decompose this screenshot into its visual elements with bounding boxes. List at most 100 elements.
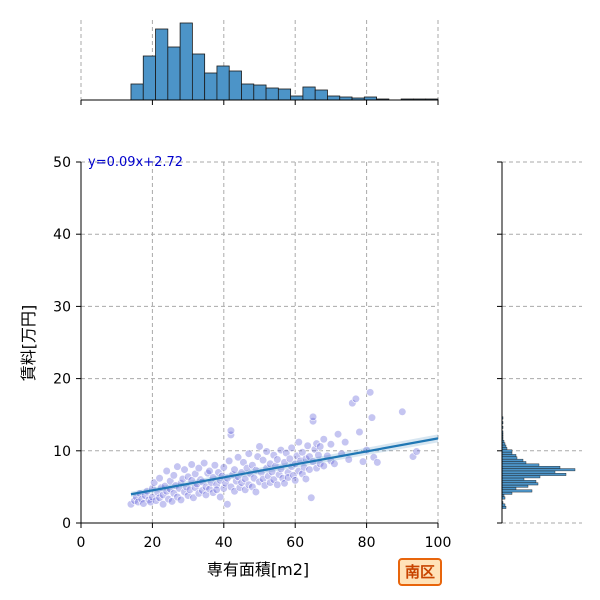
scatter-point [285, 454, 294, 463]
x-tick-label: 60 [286, 535, 304, 551]
scatter-point [412, 447, 421, 456]
y-axis-label: 賃料[万円] [19, 305, 38, 382]
y-tick-label: 40 [53, 227, 71, 243]
scatter-point [283, 473, 293, 482]
regression-line [130, 437, 439, 496]
right-marginal-histogram [497, 161, 582, 524]
y-histogram-bar [501, 465, 561, 469]
scatter-point [294, 438, 303, 447]
x-tick-label: 40 [215, 535, 233, 551]
scatter-point [235, 483, 244, 492]
y-histogram-bar [501, 451, 513, 455]
y-histogram-bar [501, 463, 540, 467]
regression-layer [130, 434, 439, 497]
scatter-point [287, 443, 296, 453]
x-histogram-bar [314, 89, 328, 101]
x-tick-label: 100 [425, 535, 452, 551]
x-histogram-bar [290, 95, 304, 101]
x-histogram-bar [253, 84, 267, 101]
scatter-point [262, 447, 271, 456]
top-marginal-histogram [80, 20, 439, 105]
y-histogram-bar [501, 487, 517, 490]
scatter-point [225, 456, 234, 466]
x-tick-label: 20 [143, 535, 161, 551]
scatter-point [226, 426, 236, 435]
y-histogram-bar [501, 447, 508, 450]
x-histogram-bar [167, 46, 181, 101]
scatter-point [266, 459, 275, 468]
scatter-point [326, 440, 336, 449]
scatter-point [341, 438, 350, 447]
scatter-point [351, 394, 360, 403]
scatter-point [303, 441, 312, 450]
y-tick-label: 30 [53, 299, 71, 315]
y-tick-label: 20 [53, 372, 71, 388]
scatter-point [216, 492, 225, 502]
scatter-point [185, 485, 194, 494]
x-histogram-bar [155, 28, 169, 101]
scatter-point [316, 442, 325, 451]
x-histogram-bar [228, 70, 242, 101]
scatter-point [319, 461, 328, 471]
y-histogram-bar [501, 458, 524, 462]
y-histogram-bar [501, 480, 537, 483]
scatter-point [333, 430, 343, 439]
scatter-point [358, 457, 368, 466]
y-histogram-bar [501, 449, 513, 453]
x-histogram-bar [241, 83, 255, 101]
y-histogram-bar [501, 461, 527, 465]
scatter-point [366, 388, 375, 397]
scatter-point [155, 474, 164, 483]
scatter-point [273, 480, 282, 489]
y-tick-label: 0 [62, 516, 71, 532]
scatter-point [210, 461, 219, 470]
scatter-point [187, 460, 196, 469]
scatter-point [146, 497, 155, 507]
x-histogram-bar [179, 22, 193, 101]
scatter-point [178, 474, 187, 484]
y-histogram-bar [501, 454, 517, 457]
scatter-point [251, 487, 261, 497]
x-histogram-bar [142, 55, 156, 101]
scatter-point [169, 471, 178, 480]
scatter-point [298, 448, 307, 457]
scatter-point [373, 458, 382, 467]
scatter-point [176, 495, 186, 504]
scatter-point [167, 497, 177, 506]
scatter-point [223, 500, 232, 509]
scatter-point [355, 427, 364, 437]
y-histogram-bar [501, 506, 507, 509]
scatter-point [367, 413, 377, 422]
main-axes: 0 20 40 60 80 100 0 10 20 30 40 50 [53, 155, 451, 551]
y-histogram-bar [501, 456, 518, 460]
scatter-point [273, 455, 282, 464]
scatter-point [162, 466, 171, 476]
scatter-point [150, 478, 159, 487]
scatter-point [200, 458, 209, 468]
scatter-point [330, 459, 339, 468]
scatter-point [244, 449, 253, 458]
x-histogram-bar [265, 87, 279, 101]
y-histogram-bar [501, 484, 529, 488]
scatter-point [230, 465, 239, 474]
y-histogram-bar [501, 473, 567, 476]
y-histogram-bar [501, 468, 576, 472]
y-tick-label: 10 [53, 444, 71, 460]
scatter-point [319, 435, 328, 444]
y-histogram-bar [501, 444, 507, 448]
x-histogram-bar [130, 83, 144, 101]
x-histogram-bar [216, 65, 230, 101]
scatter-point [308, 417, 318, 426]
y-histogram-bar [501, 470, 556, 474]
scatter-point [314, 451, 323, 460]
y-histogram-bar [501, 475, 541, 479]
scatter-point [305, 465, 314, 474]
y-tick-label: 50 [53, 155, 71, 171]
scatter-point [255, 442, 264, 451]
scatter-point [398, 407, 407, 416]
scatter-point [219, 463, 228, 472]
x-axis-label: 専有面積[m2] [207, 560, 309, 579]
scatter-point [258, 456, 268, 465]
scatter-point [173, 462, 182, 471]
